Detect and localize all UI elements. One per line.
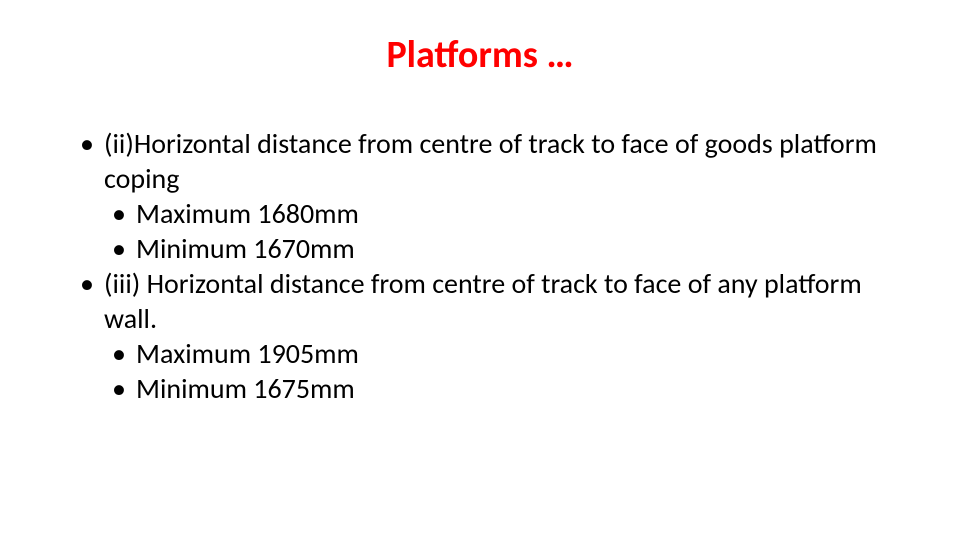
- sub-list: Maximum 1905mm Minimum 1675mm: [80, 336, 900, 406]
- bullet-text: Minimum 1670mm: [136, 231, 355, 266]
- bullet-subitem: Maximum 1905mm: [112, 336, 900, 371]
- bullet-item: (ii)Horizontal distance from centre of t…: [80, 126, 900, 196]
- bullet-subitem: Maximum 1680mm: [112, 196, 900, 231]
- bullet-text: Minimum 1675mm: [136, 371, 355, 406]
- bullet-text: Maximum 1905mm: [136, 336, 359, 371]
- bullet-text: Maximum 1680mm: [136, 196, 359, 231]
- bullet-text: (iii) Horizontal distance from centre of…: [104, 266, 862, 336]
- sub-list: Maximum 1680mm Minimum 1670mm: [80, 196, 900, 266]
- bullet-item: (iii) Horizontal distance from centre of…: [80, 266, 900, 336]
- slide-title: Platforms …: [60, 32, 900, 78]
- slide: Platforms … (ii)Horizontal distance from…: [0, 0, 960, 540]
- bullet-text: (ii)Horizontal distance from centre of t…: [104, 126, 877, 196]
- bullet-subitem: Minimum 1675mm: [112, 371, 900, 406]
- bullet-subitem: Minimum 1670mm: [112, 231, 900, 266]
- slide-body: (ii)Horizontal distance from centre of t…: [60, 126, 900, 406]
